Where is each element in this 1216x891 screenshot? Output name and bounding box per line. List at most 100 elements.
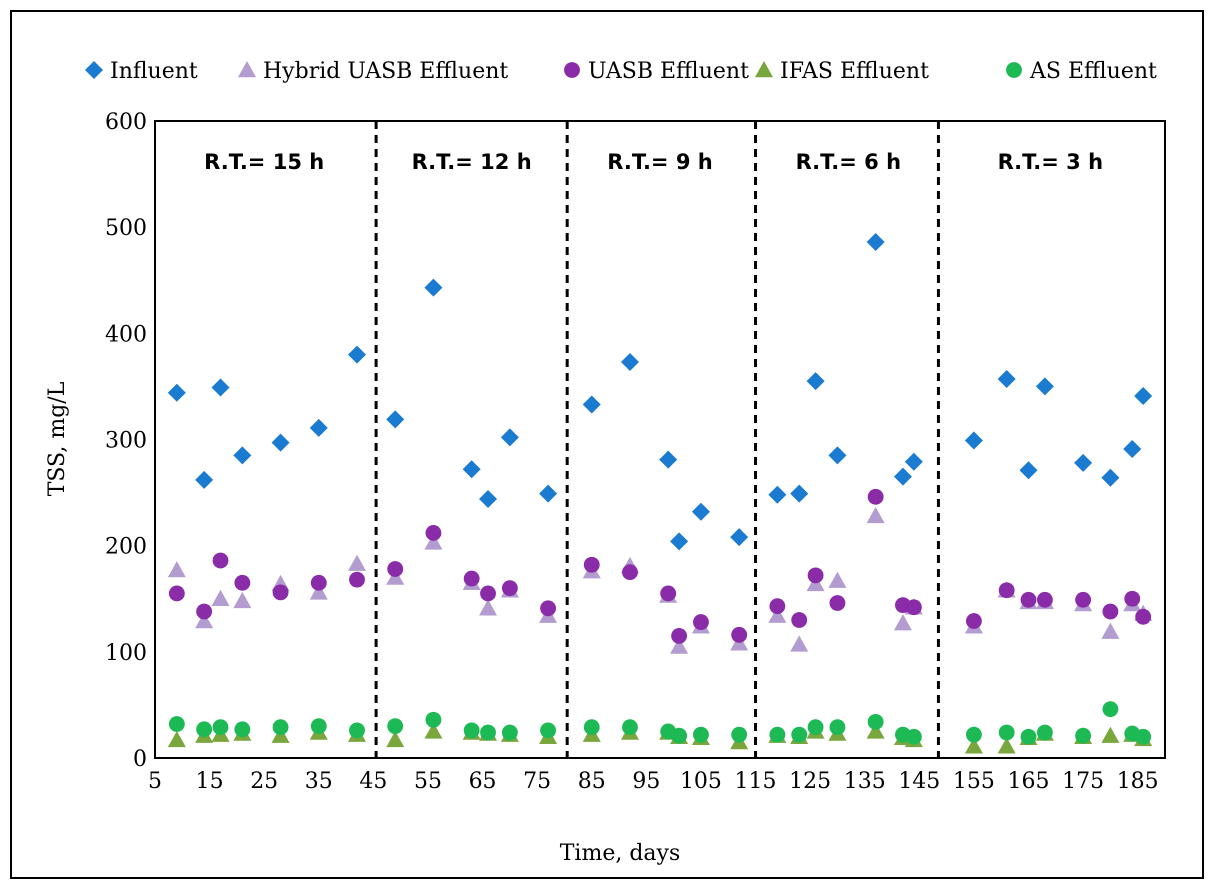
x-axis-label: Time, days xyxy=(560,841,681,866)
data-point xyxy=(425,525,442,541)
data-point xyxy=(1019,461,1038,480)
data-point xyxy=(829,719,846,736)
period-label: R.T.= 15 h xyxy=(204,150,324,174)
data-point xyxy=(349,571,365,588)
legend-label: IFAS Effluent xyxy=(780,59,929,84)
data-point xyxy=(1074,453,1093,472)
legend-marker xyxy=(1006,62,1022,78)
data-point xyxy=(866,233,885,252)
period-label: R.T.= 9 h xyxy=(607,150,712,174)
x-tick-label: 115 xyxy=(735,769,777,794)
data-point xyxy=(997,369,1016,388)
data-point xyxy=(866,506,885,524)
plot-border xyxy=(154,120,1166,759)
data-point xyxy=(829,595,846,611)
scatter-chart: Influent Hybrid UASB Effluent UASB Effluen… xyxy=(45,59,1166,866)
data-point xyxy=(424,722,443,739)
data-point xyxy=(905,728,922,745)
data-point xyxy=(167,561,186,578)
data-point xyxy=(1036,724,1053,741)
data-point xyxy=(893,614,912,631)
data-point xyxy=(167,730,186,748)
data-point xyxy=(211,589,230,606)
x-tick-label: 15 xyxy=(196,769,224,794)
data-point xyxy=(386,730,405,748)
y-tick-label: 300 xyxy=(105,429,147,454)
data-point xyxy=(998,724,1015,741)
data-point xyxy=(768,606,787,623)
data-point xyxy=(463,570,480,587)
data-point xyxy=(731,626,748,643)
data-point xyxy=(807,719,824,736)
x-tick-label: 135 xyxy=(844,769,886,794)
data-point xyxy=(196,721,213,738)
legend-label: UASB Effluent xyxy=(588,59,749,84)
x-tick-label: 155 xyxy=(953,769,995,794)
data-point xyxy=(670,637,689,654)
data-point xyxy=(195,470,214,489)
data-point xyxy=(479,599,498,616)
y-tick-label: 500 xyxy=(105,216,147,241)
y-tick-label: 600 xyxy=(105,110,147,135)
data-point xyxy=(671,727,688,744)
data-point xyxy=(904,452,923,471)
data-point xyxy=(1101,622,1120,639)
data-point xyxy=(349,722,365,739)
data-point xyxy=(425,711,442,728)
data-point xyxy=(480,724,496,741)
legend-label: Influent xyxy=(110,59,198,84)
legend-label: AS Effluent xyxy=(1029,59,1157,84)
data-point xyxy=(501,580,518,597)
data-point xyxy=(1123,440,1142,459)
data-point xyxy=(309,418,328,437)
data-point xyxy=(271,433,290,452)
data-point xyxy=(693,614,709,631)
data-point xyxy=(828,446,847,465)
data-point xyxy=(195,612,214,629)
data-point xyxy=(424,278,443,297)
data-point xyxy=(310,718,327,735)
data-point xyxy=(997,737,1016,754)
x-axis-ticks: 5 15 25 35 45 55 65 75 85 95 105 115 125 135 145 155 165… xyxy=(148,769,1159,794)
data-point xyxy=(272,719,289,736)
x-tick-label: 145 xyxy=(898,769,940,794)
period-label: R.T.= 3 h xyxy=(998,150,1103,174)
data-point xyxy=(806,372,825,391)
data-point xyxy=(807,567,824,584)
x-tick-label: 125 xyxy=(789,769,831,794)
x-tick-label: 25 xyxy=(250,769,278,794)
x-tick-label: 185 xyxy=(1117,769,1159,794)
data-point xyxy=(168,716,185,732)
data-point xyxy=(1101,726,1120,743)
data-point xyxy=(964,737,983,754)
data-point xyxy=(309,583,328,600)
data-point xyxy=(659,450,678,469)
data-point xyxy=(479,489,498,508)
data-points xyxy=(167,233,1153,754)
data-point xyxy=(1035,377,1054,396)
data-point xyxy=(212,719,229,736)
data-point xyxy=(965,726,982,743)
data-point xyxy=(828,571,847,588)
data-point xyxy=(1102,701,1119,718)
data-point xyxy=(620,352,639,371)
x-tick-label: 35 xyxy=(305,769,333,794)
y-tick-label: 100 xyxy=(105,641,147,666)
series-as-effluent xyxy=(168,701,1152,745)
data-point xyxy=(866,722,885,739)
y-axis-label: TSS, mg/L xyxy=(45,381,70,496)
data-point xyxy=(1036,591,1053,608)
data-point xyxy=(1124,590,1141,607)
data-point xyxy=(462,460,481,479)
legend-label: Hybrid UASB Effluent xyxy=(263,59,508,84)
data-point xyxy=(867,488,884,505)
data-point xyxy=(1020,591,1037,608)
x-tick-label: 5 xyxy=(148,769,162,794)
data-point xyxy=(539,484,558,503)
data-point xyxy=(310,574,327,591)
period-dividers: R.T.= 15 h R.T.= 12 h R.T.= 9 h R.T.= 6 h R.… xyxy=(204,121,1103,758)
x-tick-label: 65 xyxy=(469,769,497,794)
legend-marker xyxy=(85,61,103,79)
legend: Influent Hybrid UASB Effluent UASB Effluen… xyxy=(85,59,1157,84)
data-point xyxy=(1075,591,1092,608)
